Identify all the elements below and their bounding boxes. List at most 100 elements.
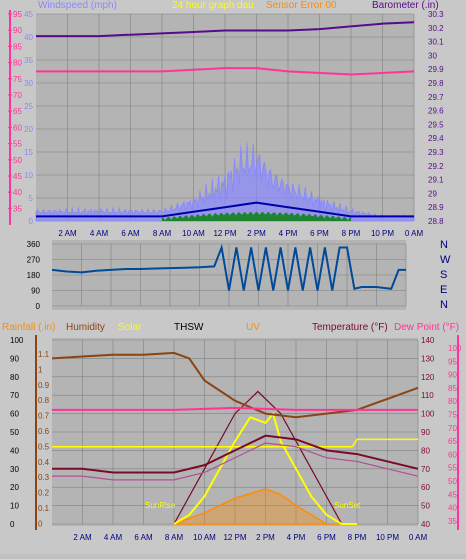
bottom-x-axis-ticks: 2 AM 4 AM 6 AM 8 AM 10 AM 12 PM 2 PM 4 PM 6 PM 8 … [73, 533, 427, 542]
compass-label: N [440, 299, 448, 311]
rainfall-tick-label: 40 [10, 446, 19, 455]
barometer-tick-label: 29.1 [428, 176, 444, 185]
rainfall-tick-label: 80 [10, 373, 19, 382]
humidity-tick-label: 0 [38, 519, 43, 528]
wind-tick-label: 35 [24, 56, 33, 65]
rainfall-tick-label: 0 [10, 520, 15, 529]
humidity-tick-label: 0.4 [38, 458, 50, 467]
barometer-tick-label: 30.3 [428, 10, 444, 19]
bottom-x-tick-label: 4 AM [104, 533, 123, 542]
direction-series [51, 243, 406, 291]
solar-baseline-tail [351, 438, 418, 448]
temperature-tick-label: 90 [421, 428, 430, 437]
rainfall-tick-label: 50 [10, 428, 19, 437]
wind-tick-label: 30 [24, 79, 33, 88]
dewpoint-tick-label: 50 [448, 477, 457, 486]
humidity-tick-label: 1 [38, 365, 43, 374]
pink-axis-tick-label: 90 [13, 26, 22, 35]
pink-axis-tick-label: 35 [13, 204, 22, 213]
dewpoint-tick-label: 35 [448, 517, 457, 526]
top-x-tick-label: 6 PM [310, 229, 329, 238]
bottom-x-tick-label: 10 AM [193, 533, 216, 542]
barometer-tick-label: 29.3 [428, 148, 444, 157]
direction-axis-ticks: 360 270 180 90 0 [27, 240, 41, 311]
barometer-tick-label: 29.6 [428, 107, 444, 116]
dewpoint-tick-label: 95 [448, 357, 457, 366]
wind-tick-label: 45 [24, 10, 33, 19]
rainfall-tick-label: 100 [10, 336, 24, 345]
wind-tick-label: 15 [24, 148, 33, 157]
bottom-series [51, 351, 419, 525]
barometer-tick-label: 29 [428, 189, 437, 198]
rainfall-tick-label: 20 [10, 483, 19, 492]
top-x-tick-label: 12 PM [213, 229, 236, 238]
barometer-tick-label: 30.2 [428, 24, 444, 33]
direction-tick-label: 0 [36, 302, 41, 311]
thsw-line [173, 390, 357, 525]
uv-header: UV [246, 322, 260, 333]
pink-axis-tick-label: 85 [13, 42, 22, 51]
barometer-tick-label: 30.1 [428, 38, 444, 47]
dewpoint-axis-ticks: 100 95 90 85 80 75 70 65 60 55 50 45 40 35 [448, 344, 462, 526]
rainfall-tick-label: 70 [10, 391, 19, 400]
barometer-tick-label: 28.8 [428, 217, 444, 226]
wind-tick-label: 40 [24, 33, 33, 42]
wind-axis-ticks: 45 40 35 30 25 20 15 10 5 0 [24, 10, 33, 226]
top-x-tick-label: 0 AM [405, 229, 424, 238]
top-x-tick-label: 10 PM [371, 229, 394, 238]
bottom-x-tick-label: 8 AM [165, 533, 184, 542]
bottom-x-tick-label: 8 PM [348, 533, 367, 542]
direction-tick-label: 180 [27, 271, 41, 280]
bottom-x-tick-label: 6 AM [134, 533, 153, 542]
pink-axis-tick-label: 55 [13, 140, 22, 149]
bottom-x-tick-label: 6 PM [317, 533, 336, 542]
direction-tick-label: 90 [31, 287, 40, 296]
compass-label: S [440, 269, 447, 281]
barometer-tick-label: 29.5 [428, 120, 444, 129]
barometer-axis-ticks: 30.3 30.2 30.1 30 29.9 29.8 29.7 29.6 29.5 29.4 29… [428, 10, 444, 226]
dewpoint-tick-label: 90 [448, 371, 457, 380]
bottom-x-tick-label: 4 PM [287, 533, 306, 542]
rainfall-tick-label: 60 [10, 410, 19, 419]
temperature-tick-label: 70 [421, 465, 430, 474]
bottom-x-tick-label: 2 PM [256, 533, 275, 542]
humidity-tick-label: 0.9 [38, 381, 50, 390]
direction-tick-label: 270 [27, 256, 41, 265]
temperature-tick-label: 140 [421, 336, 435, 345]
wind-average-line [36, 201, 414, 218]
rainfall-tick-label: 30 [10, 465, 19, 474]
wind-tick-label: 25 [24, 102, 33, 111]
top-x-tick-label: 8 AM [153, 229, 172, 238]
temperature-tick-label: 110 [421, 391, 434, 400]
dewpoint-tick-label: 40 [448, 504, 457, 513]
barometer-line [36, 21, 415, 38]
pink-axis-tick-label: 80 [13, 59, 22, 68]
sunrise-annotation: SunRise [145, 501, 176, 510]
top-x-axis-ticks: 2 AM 4 AM 6 AM 8 AM 10 AM 12 PM 2 PM 4 PM 6 PM 8 … [58, 229, 423, 238]
compass-label: W [440, 254, 451, 266]
temperature-axis-ticks: 140 130 120 110 100 90 80 70 60 50 40 [421, 336, 435, 529]
top-x-tick-label: 8 PM [342, 229, 361, 238]
solar-line [173, 411, 357, 525]
dewpoint-tick-label: 45 [448, 490, 457, 499]
direction-tick-label: 360 [27, 240, 41, 249]
humidity-axis-ticks: 1.1 1 0.9 0.8 0.7 0.6 0.5 0.4 0.3 0.2 0.1 0 [38, 350, 50, 528]
direction-grid [52, 243, 407, 307]
humidity-tick-label: 0.8 [38, 396, 50, 405]
sensor-error-text: Sensor Error 00 [266, 0, 337, 11]
temperature-secondary-line [52, 442, 419, 481]
dewpoint-tick-label: 80 [448, 397, 457, 406]
barometer-tick-label: 30 [428, 51, 437, 60]
temperature-tick-label: 80 [421, 446, 430, 455]
humidity-tick-label: 0.2 [38, 489, 50, 498]
pink-axis-tick-label: 50 [13, 156, 22, 165]
dewpoint-tick-label: 100 [448, 344, 462, 353]
dewpoint-tick-label: 85 [448, 384, 457, 393]
bottom-x-tick-label: 0 AM [409, 533, 428, 542]
top-x-tick-label: 4 AM [90, 229, 109, 238]
humidity-tick-label: 0.6 [38, 427, 50, 436]
temperature-tick-label: 120 [421, 373, 435, 382]
